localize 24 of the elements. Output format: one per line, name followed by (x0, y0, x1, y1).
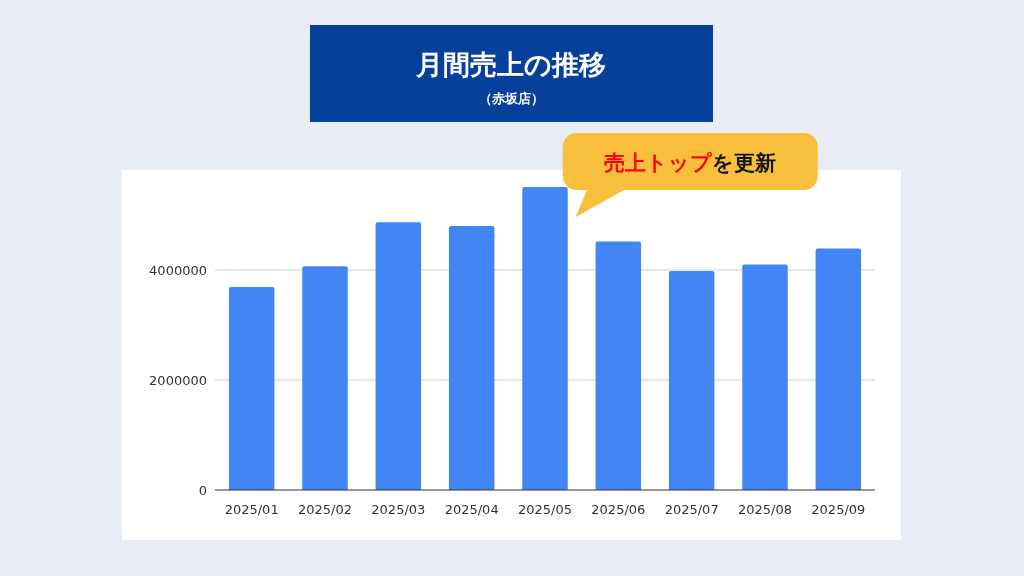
x-tick-label: 2025/08 (737, 502, 793, 517)
x-tick-label: 2025/09 (811, 502, 866, 517)
x-tick-label: 2025/01 (224, 502, 279, 517)
bar (448, 226, 495, 490)
x-tick-label: 2025/06 (591, 502, 646, 517)
y-tick-label: 2000000 (149, 373, 207, 388)
chart-subtitle: （赤坂店） (478, 91, 544, 106)
x-tick-label: 2025/05 (517, 502, 573, 517)
y-tick-label: 4000000 (149, 263, 207, 278)
x-tick-label: 2025/03 (371, 502, 426, 517)
bar (228, 287, 275, 490)
x-tick-label: 2025/02 (297, 502, 353, 517)
bar (595, 241, 642, 490)
bar (742, 264, 788, 490)
bar (668, 271, 715, 490)
bar (375, 222, 422, 490)
bar (522, 186, 568, 490)
bar (302, 266, 348, 490)
bar (815, 248, 862, 490)
chart-title: 月間売上の推移 (415, 49, 606, 80)
x-tick-label: 2025/07 (664, 502, 719, 517)
annotation: 売上トップを更新 (604, 150, 777, 175)
y-tick-label: 0 (198, 483, 207, 498)
x-tick-label: 2025/04 (444, 502, 499, 517)
